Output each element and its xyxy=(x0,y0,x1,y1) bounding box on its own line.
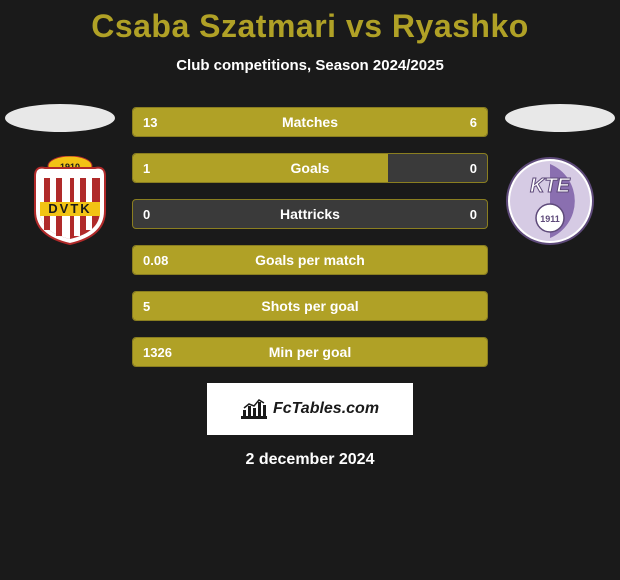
crest-left-name: DVTK xyxy=(48,201,91,216)
player-shadow-left xyxy=(5,104,115,132)
brand-label: FcTables.com xyxy=(273,400,379,418)
stat-row: 0.08 Goals per match xyxy=(132,245,488,275)
club-crest-left: 1910 DVTK xyxy=(20,156,120,246)
stat-label: Goals per match xyxy=(133,246,487,274)
stat-label: Hattricks xyxy=(133,200,487,228)
date-label: 2 december 2024 xyxy=(0,451,620,469)
stat-row: 5 Shots per goal xyxy=(132,291,488,321)
player-shadow-right xyxy=(505,104,615,132)
stat-label: Matches xyxy=(133,108,487,136)
stat-value-right: 0 xyxy=(470,200,477,228)
comparison-panel: 1910 DVTK 1911 KTE 13 Matches 6 xyxy=(0,104,620,469)
stat-value-right: 0 xyxy=(470,154,477,182)
subtitle: Club competitions, Season 2024/2025 xyxy=(0,57,620,74)
club-crest-right: 1911 KTE xyxy=(500,156,600,246)
stat-row: 1326 Min per goal xyxy=(132,337,488,367)
page-title: Csaba Szatmari vs Ryashko xyxy=(0,0,620,45)
brand-footer[interactable]: FcTables.com xyxy=(207,383,413,435)
chart-icon xyxy=(241,399,267,419)
stat-row: 0 Hattricks 0 xyxy=(132,199,488,229)
stat-label: Goals xyxy=(133,154,487,182)
stat-value-right: 6 xyxy=(470,108,477,136)
stat-row: 13 Matches 6 xyxy=(132,107,488,137)
crest-right-name: KTE xyxy=(530,175,571,197)
stats-list: 13 Matches 6 1 Goals 0 0 Hattricks 0 0.0… xyxy=(132,104,488,367)
stat-label: Shots per goal xyxy=(133,292,487,320)
crest-right-year: 1911 xyxy=(540,214,560,224)
stat-row: 1 Goals 0 xyxy=(132,153,488,183)
stat-label: Min per goal xyxy=(133,338,487,366)
